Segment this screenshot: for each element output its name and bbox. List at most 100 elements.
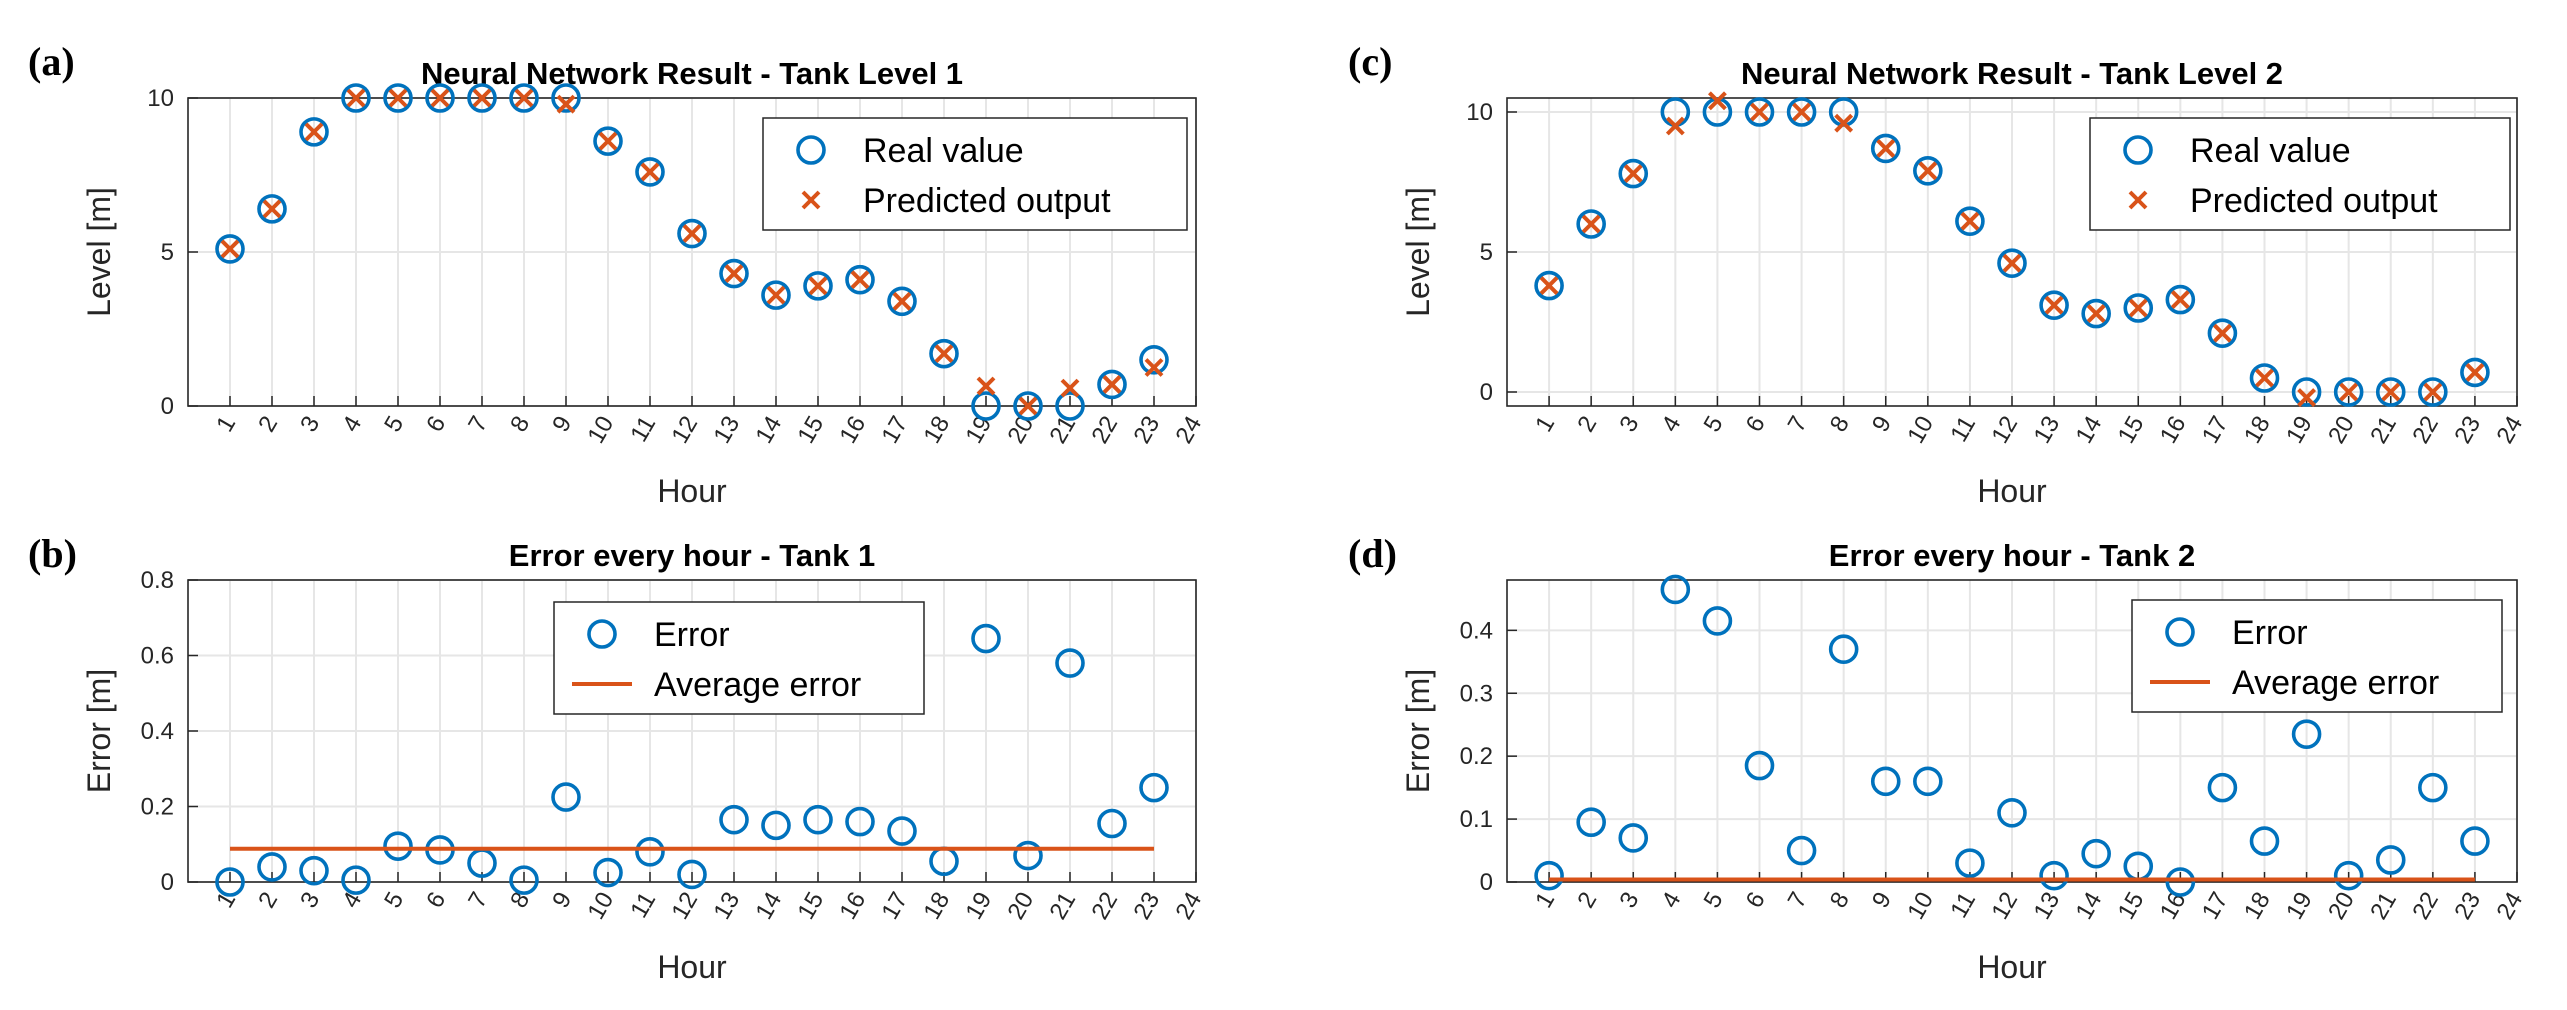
panel-label-c: (c)	[1348, 39, 1393, 84]
x-tick-label: 21	[1044, 888, 1081, 925]
chart-title: Neural Network Result - Tank Level 2	[1741, 56, 2283, 91]
data-point-real	[1013, 840, 1043, 871]
x-tick-label: 3	[1614, 888, 1644, 913]
data-point-predicted	[556, 94, 576, 114]
y-axis-label: Error [m]	[81, 669, 117, 793]
x-tick-label: 23	[1128, 412, 1165, 449]
x-tick-label: 18	[2239, 412, 2276, 449]
y-tick-label: 0.3	[1460, 680, 1493, 707]
x-tick-label: 18	[918, 412, 955, 449]
y-tick-label: 5	[161, 239, 174, 266]
x-tick-label: 22	[1086, 888, 1123, 925]
data-point-real	[971, 623, 1001, 654]
x-tick-label: 7	[1783, 412, 1813, 437]
predicted-stroke	[472, 88, 492, 108]
legend-entry: Error	[654, 616, 730, 654]
panel-label-b: (b)	[28, 531, 77, 576]
predicted-stroke	[1960, 211, 1980, 231]
predicted-stroke	[2381, 382, 2401, 402]
x-tick-label: 2	[1572, 888, 1602, 913]
x-tick-label: 24	[1170, 888, 1207, 925]
data-point-real	[299, 855, 329, 886]
x-axis-label: Hour	[657, 473, 727, 509]
data-point-real	[2291, 719, 2322, 749]
x-tick-label: 13	[708, 412, 745, 449]
y-tick-label: 10	[1466, 99, 1493, 126]
data-point-predicted	[892, 291, 912, 311]
y-tick-label: 0.2	[141, 794, 174, 821]
x-tick-label: 11	[625, 888, 661, 923]
predicted-stroke	[1060, 378, 1080, 398]
legend-entry: Error	[2232, 614, 2308, 652]
data-point-real	[1139, 772, 1169, 803]
axes-box	[187, 579, 1197, 883]
x-tick-label: 6	[1741, 888, 1771, 913]
legend-entry: Real value	[863, 132, 1024, 170]
data-point-predicted	[1018, 396, 1038, 416]
x-tick-label: 10	[582, 888, 619, 925]
data-point-predicted	[1792, 102, 1811, 122]
data-point-real	[677, 859, 707, 890]
data-point-real	[1618, 823, 1649, 853]
data-point-real	[2039, 290, 2069, 321]
data-point-real	[2165, 284, 2196, 315]
x-tick-label: 17	[2197, 888, 2234, 925]
predicted-stroke	[1834, 113, 1854, 133]
data-point-real	[803, 804, 833, 835]
data-point-predicted	[2255, 368, 2274, 388]
predicted-stroke	[2465, 362, 2485, 382]
legend: Real value Predicted output	[762, 117, 1188, 231]
x-tick-label: 17	[876, 412, 913, 449]
x-tick-label: 3	[295, 412, 325, 437]
data-point-predicted	[1750, 102, 1769, 122]
x-tick-label: 15	[792, 412, 829, 449]
x-tick-label: 19	[2281, 412, 2318, 449]
x-tick-label: 16	[2155, 412, 2192, 449]
legend-marker-x	[2128, 190, 2148, 210]
x-tick-label: 23	[1128, 888, 1165, 925]
x-tick-label: 15	[792, 888, 829, 925]
data-point-predicted	[850, 270, 870, 290]
x-tick-label: 3	[1614, 412, 1644, 437]
x-tick-label: 2	[1572, 412, 1602, 437]
data-point-real	[2165, 867, 2196, 897]
x-tick-label: 2	[253, 888, 283, 913]
predicted-stroke	[388, 88, 408, 108]
legend-entry: Predicted output	[2190, 182, 2438, 220]
data-point-real	[2333, 377, 2364, 407]
y-tick-label: 0	[1480, 869, 1493, 896]
legend-marker-circle	[2123, 135, 2153, 165]
y-tick-label: 0	[1480, 379, 1493, 406]
x-tick-label: 19	[960, 888, 997, 925]
x-tick-label: 9	[1867, 888, 1897, 913]
predicted-stroke	[304, 122, 324, 142]
predicted-stroke	[1792, 102, 1811, 122]
data-point-real	[635, 836, 665, 867]
data-point-real	[635, 157, 665, 187]
data-point-predicted	[2339, 382, 2359, 402]
data-point-real	[1744, 97, 1775, 127]
x-tick-label: 11	[1945, 888, 1981, 923]
data-point-real	[425, 83, 455, 113]
x-tick-label: 22	[1086, 412, 1123, 449]
data-point-real	[887, 286, 917, 317]
data-point-real	[1744, 750, 1775, 781]
x-tick-label: 1	[1530, 888, 1560, 913]
x-tick-label: 13	[708, 888, 745, 925]
data-point-predicted	[2213, 323, 2232, 343]
data-point-real	[2039, 860, 2069, 891]
data-point-real	[1955, 206, 1985, 236]
predicted-stroke	[2423, 382, 2443, 402]
x-tick-label: 6	[1741, 412, 1771, 437]
predicted-stroke	[808, 276, 828, 296]
data-point-real	[1997, 797, 2027, 828]
data-point-predicted	[1708, 91, 1727, 111]
data-point-real	[1139, 344, 1169, 375]
data-point-real	[2249, 826, 2280, 856]
x-tick-label: 6	[421, 888, 451, 913]
x-tick-label: 23	[2449, 412, 2486, 449]
predicted-stroke	[892, 291, 912, 311]
data-point-predicted	[598, 131, 618, 151]
data-point-predicted	[976, 376, 996, 396]
x-tick-label: 15	[2113, 412, 2150, 449]
